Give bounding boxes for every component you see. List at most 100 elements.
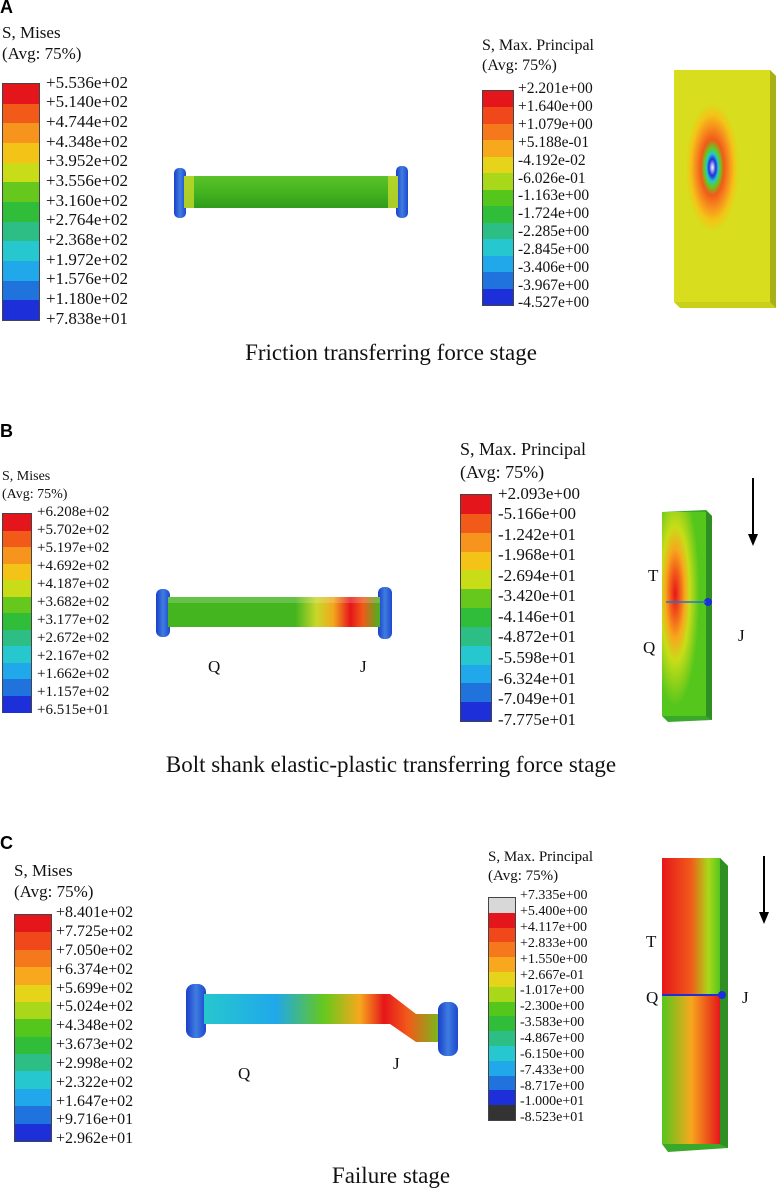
color-band: [3, 613, 31, 630]
legend-value: +2.672e+02: [37, 629, 110, 646]
principal-legend: +2.093e+00 -5.166e+00 -1.242e+01 -1.968e+01…: [460, 485, 580, 728]
legend-title-text: S, Max. Principal: [482, 37, 594, 54]
color-band: [489, 986, 515, 1003]
legend-avg-text: (Avg: 75%): [460, 461, 545, 482]
legend-value: +8.401e+02: [56, 904, 134, 922]
color-band: [489, 1016, 515, 1032]
color-band: [461, 570, 491, 590]
point-j-label: J: [742, 988, 749, 1007]
color-band: [3, 84, 39, 105]
color-band: [489, 912, 515, 929]
color-scale: [482, 90, 514, 306]
panel-b: B S, Mises (Avg: 75%) +6.208e+02 +5.702e+…: [0, 418, 782, 798]
legend-value: -1.000e+01: [520, 1094, 585, 1110]
legend-value: +2.998e+02: [56, 1054, 134, 1072]
legend-value: -4.146e+01: [498, 606, 577, 626]
color-band: [3, 123, 39, 144]
point-q-label: Q: [238, 1064, 251, 1083]
legend-value: +4.348e+02: [46, 131, 128, 151]
color-band: [489, 1075, 515, 1091]
legend-value: +4.187e+02: [37, 575, 110, 592]
legend-value: +2.667e-01: [520, 967, 585, 983]
legend-value: +5.197e+02: [37, 539, 110, 556]
color-band: [3, 241, 39, 262]
point-j-label: J: [738, 626, 745, 645]
legend-value: +1.157e+02: [37, 683, 110, 700]
legend-title-text: S, Mises: [14, 861, 73, 880]
legend-value: +9.716e+01: [56, 1111, 134, 1129]
color-band: [489, 942, 515, 958]
color-band: [489, 1105, 515, 1121]
color-band: [3, 547, 31, 564]
color-band: [461, 608, 491, 628]
legend-value: +4.348e+02: [56, 1017, 134, 1035]
legend-value: -8.717e+00: [520, 1078, 585, 1094]
color-band: [15, 915, 51, 933]
legend-value: +4.117e+00: [520, 920, 587, 935]
legend-value: -6.150e+00: [520, 1046, 585, 1062]
color-band: [461, 532, 491, 552]
legend-value: -3.583e+00: [520, 1015, 585, 1031]
color-band: [489, 1090, 515, 1106]
color-band: [15, 949, 51, 968]
legend-value: +7.335e+00: [520, 888, 588, 904]
color-band: [3, 679, 31, 696]
stage-caption: Failure stage: [331, 1163, 451, 1188]
legend-value: +4.692e+02: [37, 557, 110, 574]
color-band: [483, 222, 513, 240]
mises-legend-title: S, Mises (Avg: 75%): [14, 860, 93, 903]
color-band: [3, 514, 31, 531]
color-band: [483, 173, 513, 191]
color-band: [461, 626, 491, 647]
plate-model: [674, 70, 776, 308]
panel-c: C S, Mises (Avg: 75%) +8.401e+02 +7.725e+…: [0, 830, 782, 1193]
legend-value: -5.166e+00: [498, 504, 577, 524]
legend-value: +5.188e-01: [518, 133, 590, 151]
load-arrow: [748, 478, 758, 546]
mises-legend-title: S, Mises (Avg: 75%): [2, 468, 67, 503]
legend-value: +1.079e+00: [518, 116, 593, 134]
color-scale: [2, 83, 40, 321]
legend-value: +2.167e+02: [37, 647, 110, 664]
mises-legend: +6.208e+02 +5.702e+02 +5.197e+02 +4.692e+02…: [2, 504, 109, 717]
panel-label: B: [0, 421, 13, 441]
legend-value: -2.845e+00: [518, 240, 590, 258]
legend-title-text: S, Mises: [2, 469, 51, 484]
point-q-label: Q: [643, 638, 656, 657]
color-band: [3, 261, 39, 282]
legend-title-text: S, Mises: [2, 23, 61, 42]
color-band: [15, 1071, 51, 1090]
plate-model: [662, 510, 712, 722]
point-t-label: T: [648, 566, 659, 585]
legend-value: -1.968e+01: [498, 545, 577, 565]
panel-label: C: [0, 833, 13, 853]
legend-value: -2.285e+00: [518, 223, 590, 241]
legend-value: +1.576e+02: [46, 269, 128, 289]
color-band: [15, 1106, 51, 1125]
color-band: [461, 683, 491, 703]
color-scale: [488, 897, 516, 1121]
color-band: [15, 932, 51, 951]
legend-value: +1.640e+00: [518, 98, 593, 116]
legend-title-text: S, Max. Principal: [460, 439, 586, 459]
point-j-label: J: [393, 1054, 400, 1073]
color-band: [3, 530, 31, 548]
legend-value: -1.724e+00: [518, 205, 590, 223]
color-band: [15, 1036, 51, 1055]
color-band: [461, 664, 491, 684]
legend-value: -1.017e+00: [520, 983, 585, 999]
color-scale: [2, 513, 32, 713]
color-band: [483, 107, 513, 125]
color-band: [461, 495, 491, 515]
color-band: [489, 1060, 515, 1077]
legend-avg-text: (Avg: 75%): [2, 44, 82, 64]
mises-legend-title: S, Mises (Avg: 75%): [2, 22, 81, 65]
color-band: [3, 143, 39, 164]
color-band: [461, 513, 491, 534]
color-band: [15, 967, 51, 986]
legend-value: +2.764e+02: [46, 210, 128, 230]
color-scale: [460, 494, 492, 722]
color-band: [489, 972, 515, 988]
legend-title-text: S, Max. Principal: [488, 849, 593, 865]
bolt-shank-model: [186, 984, 458, 1056]
